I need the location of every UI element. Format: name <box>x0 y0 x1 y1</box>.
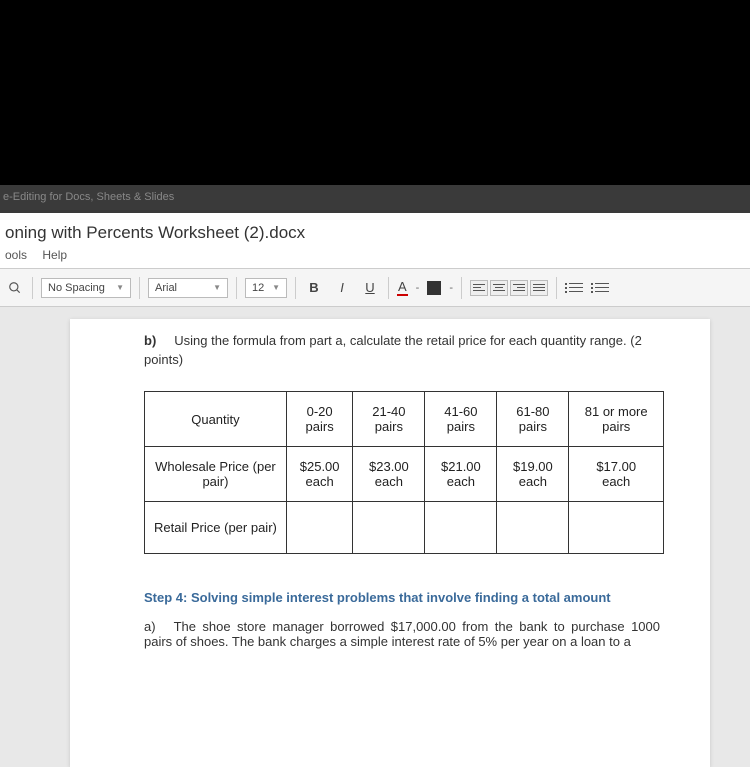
row-header-retail: Retail Price (per pair) <box>145 502 287 554</box>
cell-each: each <box>519 474 547 489</box>
extension-label: e-Editing for Docs, Sheets & Slides <box>3 191 174 203</box>
separator <box>295 277 296 299</box>
dash-label: - <box>416 282 420 294</box>
font-size-value: 12 <box>252 282 264 294</box>
align-left-button[interactable] <box>470 280 488 296</box>
row-header-quantity: Quantity <box>145 392 287 447</box>
separator <box>236 277 237 299</box>
separator <box>32 277 33 299</box>
search-icon[interactable] <box>6 279 24 297</box>
col-header: 61-80 pairs <box>497 392 569 447</box>
col-header: 21-40 pairs <box>353 392 425 447</box>
font-family-select[interactable]: Arial ▼ <box>148 278 228 298</box>
cell-price: $23.00 <box>369 459 409 474</box>
table-row: Retail Price (per pair) <box>145 502 664 554</box>
font-size-select[interactable]: 12 ▼ <box>245 278 287 298</box>
cell-retail-empty <box>497 502 569 554</box>
bullet-list-button[interactable] <box>565 283 583 293</box>
highlight-color-button[interactable] <box>427 281 441 295</box>
col-header: 41-60 pairs <box>425 392 497 447</box>
cell-each: each <box>306 474 334 489</box>
row-header-wholesale: Wholesale Price (per pair) <box>145 447 287 502</box>
pricing-table: Quantity 0-20 pairs 21-40 pairs 41-60 pa… <box>144 391 664 554</box>
cell-wholesale: $19.00each <box>497 447 569 502</box>
col-header: 81 or more pairs <box>569 392 664 447</box>
question-b-line: b) Using the formula from part a, calcula… <box>120 333 660 348</box>
separator <box>139 277 140 299</box>
cell-retail-empty <box>353 502 425 554</box>
paragraph-style-value: No Spacing <box>48 282 105 294</box>
question-text: Using the formula from part a, calculate… <box>174 333 642 348</box>
black-letterbox <box>0 0 750 185</box>
chevron-down-icon: ▼ <box>213 283 221 292</box>
step4-text: The shoe store manager borrowed $17,000.… <box>144 619 660 649</box>
paragraph-style-select[interactable]: No Spacing ▼ <box>41 278 131 298</box>
cell-wholesale: $17.00each <box>569 447 664 502</box>
separator <box>461 277 462 299</box>
formatting-toolbar: No Spacing ▼ Arial ▼ 12 ▼ B I U A - - <box>0 269 750 307</box>
align-right-button[interactable] <box>510 280 528 296</box>
menu-bar: ools Help <box>0 246 750 269</box>
table-row: Quantity 0-20 pairs 21-40 pairs 41-60 pa… <box>145 392 664 447</box>
document-title: oning with Percents Worksheet (2).docx <box>0 213 750 246</box>
document-page[interactable]: b) Using the formula from part a, calcula… <box>70 319 710 767</box>
table-row: Wholesale Price (per pair) $25.00each $2… <box>145 447 664 502</box>
step4-heading: Step 4: Solving simple interest problems… <box>144 590 660 605</box>
cell-price: $21.00 <box>441 459 481 474</box>
menu-tools[interactable]: ools <box>5 248 27 262</box>
dash-label: - <box>449 282 453 294</box>
chevron-down-icon: ▼ <box>116 283 124 292</box>
cell-retail-empty <box>425 502 497 554</box>
separator <box>556 277 557 299</box>
page-canvas: b) Using the formula from part a, calcula… <box>0 307 750 767</box>
cell-retail-empty <box>286 502 353 554</box>
cell-each: each <box>375 474 403 489</box>
cell-text: Retail Price (per pair) <box>154 520 277 535</box>
alignment-group <box>470 280 548 296</box>
cell-wholesale: $23.00each <box>353 447 425 502</box>
separator <box>388 277 389 299</box>
text-color-button[interactable]: A <box>397 279 408 296</box>
cell-wholesale: $25.00each <box>286 447 353 502</box>
step4-question: a)The shoe store manager borrowed $17,00… <box>144 619 660 649</box>
cell-price: $19.00 <box>513 459 553 474</box>
align-center-button[interactable] <box>490 280 508 296</box>
chevron-down-icon: ▼ <box>272 283 280 292</box>
cell-wholesale: $21.00each <box>425 447 497 502</box>
italic-button[interactable]: I <box>332 280 352 295</box>
menu-help[interactable]: Help <box>42 248 67 262</box>
align-justify-button[interactable] <box>530 280 548 296</box>
question-points: points) <box>120 352 660 367</box>
cell-retail-empty <box>569 502 664 554</box>
font-family-value: Arial <box>155 282 177 294</box>
bold-button[interactable]: B <box>304 280 324 295</box>
question-label: b) <box>144 333 156 348</box>
cell-price: $17.00 <box>596 459 636 474</box>
document-editor-window: oning with Percents Worksheet (2).docx o… <box>0 213 750 750</box>
cell-price: $25.00 <box>300 459 340 474</box>
cell-each: each <box>602 474 630 489</box>
cell-each: each <box>447 474 475 489</box>
extension-bar: e-Editing for Docs, Sheets & Slides <box>0 185 750 213</box>
col-header: 0-20 pairs <box>286 392 353 447</box>
cell-text: Wholesale Price (per pair) <box>155 459 276 489</box>
underline-button[interactable]: U <box>360 280 380 295</box>
numbered-list-button[interactable] <box>591 283 609 293</box>
step4-label: a) <box>144 619 156 634</box>
